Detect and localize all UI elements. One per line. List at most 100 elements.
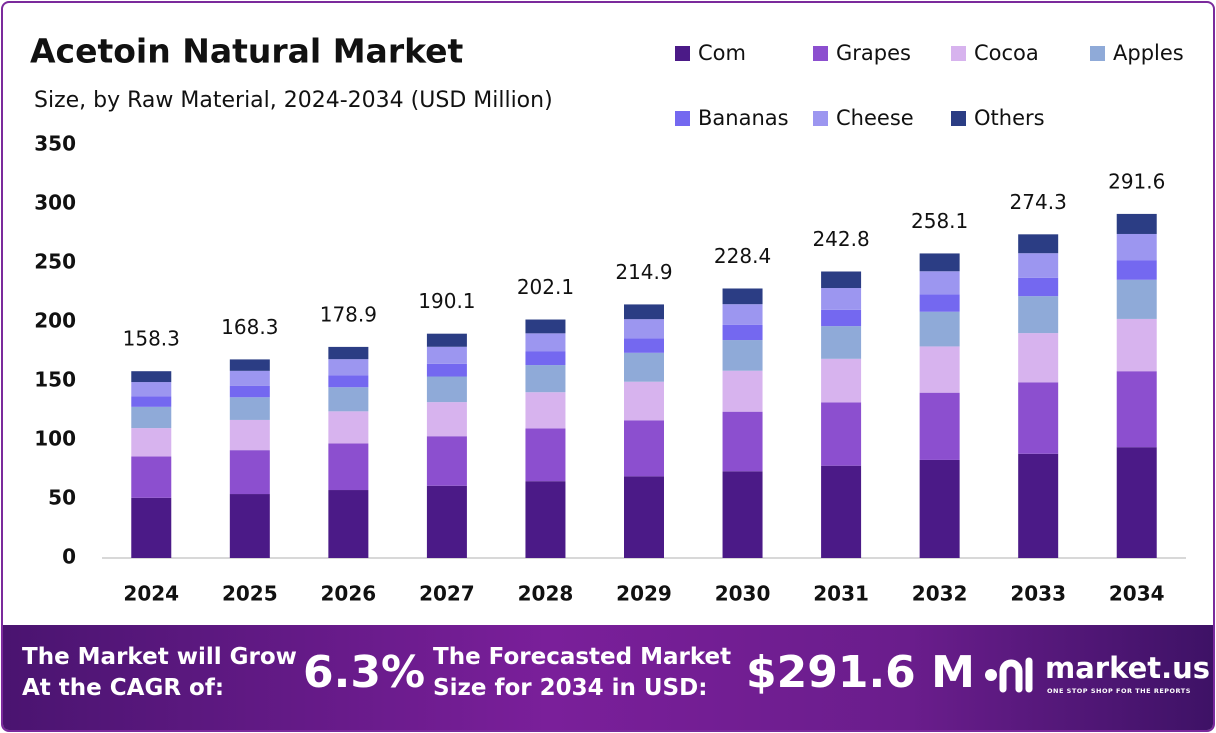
cagr-label-line: At the CAGR of:: [22, 675, 225, 701]
bar-segment: [1116, 279, 1157, 319]
logo-icon: [985, 657, 1033, 693]
bar-segment: [919, 253, 960, 272]
total-label: 258.1: [911, 209, 968, 233]
bar-segment: [1018, 234, 1059, 254]
bar-segment: [426, 402, 467, 437]
legend-swatch: [951, 111, 966, 126]
x-tick-label: 2024: [123, 582, 179, 606]
bar-segment: [426, 363, 467, 377]
forecast-label: The Forecasted Market Size for 2034 in U…: [433, 642, 731, 704]
bar-segment: [328, 490, 369, 558]
bar-segment: [328, 346, 369, 360]
brand-tagline: ONE STOP SHOP FOR THE REPORTS: [1047, 687, 1191, 695]
bar-segment: [229, 385, 270, 398]
bar-segment: [722, 370, 763, 412]
y-tick-label: 100: [34, 427, 76, 451]
bar-segment: [525, 351, 566, 366]
total-label: 274.3: [1010, 190, 1067, 214]
bar-segment: [131, 371, 172, 383]
bar-segment: [328, 359, 369, 376]
bar-segment: [328, 387, 369, 412]
bar-segment: [821, 288, 862, 310]
bar-segment: [229, 397, 270, 420]
brand-name: market.us: [1045, 651, 1211, 685]
legend-swatch: [1090, 46, 1105, 61]
bar-segment: [919, 271, 960, 295]
legend-label: Cocoa: [974, 41, 1039, 65]
bar-segment: [1116, 318, 1157, 372]
bar-segment: [624, 476, 664, 558]
bar-segment: [722, 324, 763, 341]
cagr-label-line: The Market will Grow: [22, 644, 297, 670]
bar-segment: [525, 365, 566, 393]
bar-segment: [131, 382, 172, 397]
x-tick-label: 2030: [715, 582, 771, 606]
bar-segment: [131, 406, 172, 429]
bar-segment: [722, 340, 763, 371]
bar-segment: [1116, 447, 1157, 558]
bar-segment: [624, 352, 664, 382]
bar-segment: [821, 358, 862, 403]
legend-label: Others: [974, 106, 1045, 130]
bar-segment: [229, 359, 270, 371]
total-label: 190.1: [418, 289, 475, 313]
bar-segment: [229, 419, 270, 451]
bar-segment: [328, 411, 369, 444]
x-tick-label: 2034: [1109, 582, 1165, 606]
bar-segment: [919, 392, 960, 460]
bar-segment: [919, 459, 960, 558]
bar-segment: [525, 392, 566, 429]
bar-segment: [1018, 277, 1059, 297]
total-label: 228.4: [714, 244, 771, 268]
bar-segment: [131, 497, 172, 558]
bar-segment: [624, 304, 664, 320]
bar-segment: [131, 396, 172, 407]
bar-segment: [821, 309, 862, 327]
forecast-label-line: The Forecasted Market: [433, 644, 732, 670]
bar-segment: [624, 319, 664, 339]
x-tick-label: 2033: [1010, 582, 1066, 606]
bar-segment: [131, 456, 172, 498]
x-tick-label: 2028: [518, 582, 574, 606]
bar-segment: [624, 381, 664, 421]
bar-segment: [525, 481, 566, 558]
bar-segment: [624, 420, 664, 477]
total-label: 242.8: [812, 227, 869, 251]
bar-segment: [426, 333, 467, 347]
bar-segment: [525, 428, 566, 482]
bar-segment: [426, 376, 467, 403]
bar-segment: [821, 465, 862, 558]
footer-banner: The Market will Grow At the CAGR of: 6.3…: [3, 625, 1213, 730]
x-tick-label: 2026: [321, 582, 377, 606]
bar-segment: [229, 370, 270, 386]
legend-swatch: [813, 46, 828, 61]
cagr-label: The Market will Grow At the CAGR of:: [22, 642, 297, 704]
bar-segment: [1116, 233, 1157, 261]
chart-title: Acetoin Natural Market: [30, 32, 464, 71]
cagr-value: 6.3%: [303, 647, 426, 698]
bar-segment: [525, 319, 566, 334]
bar-segment: [919, 294, 960, 312]
bar-segment: [722, 288, 763, 305]
y-tick-label: 0: [62, 545, 76, 569]
bar-segment: [426, 346, 467, 364]
y-tick-label: 300: [34, 191, 76, 215]
y-tick-label: 200: [34, 309, 76, 333]
bar-segment: [1116, 260, 1157, 280]
y-tick-label: 150: [34, 368, 76, 392]
bar-segment: [821, 326, 862, 359]
bar-segment: [722, 304, 763, 325]
bar-segment: [525, 333, 566, 352]
legend-label: Bananas: [698, 106, 789, 130]
y-tick-label: 50: [48, 486, 76, 510]
bar-segment: [1018, 333, 1059, 383]
bar-segment: [722, 471, 763, 558]
forecast-value: $291.6 M: [746, 647, 975, 698]
total-label: 214.9: [615, 260, 672, 284]
legend-swatch: [951, 46, 966, 61]
x-tick-label: 2029: [616, 582, 672, 606]
forecast-label-line: Size for 2034 in USD:: [433, 675, 708, 701]
chart: Acetoin Natural Market Size, by Raw Mate…: [30, 32, 1186, 606]
bar-segment: [426, 485, 467, 558]
